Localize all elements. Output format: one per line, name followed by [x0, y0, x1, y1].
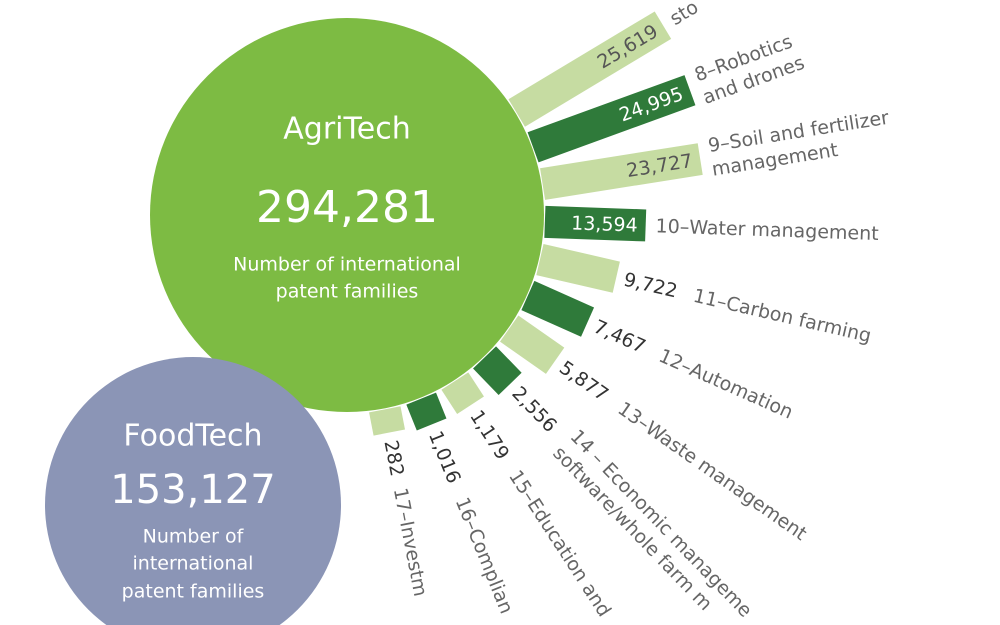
value-label: 13,594	[571, 212, 638, 236]
value-label: 282	[380, 438, 409, 478]
category-label: 11–Carbon farming	[691, 285, 873, 347]
bar	[473, 346, 522, 396]
category-label: 17–Investm	[389, 486, 432, 598]
bar	[508, 11, 672, 127]
hub-caption: patent families	[122, 581, 265, 603]
bar	[406, 392, 447, 431]
value-label: 7,467	[590, 316, 649, 358]
value-label: 5,877	[555, 357, 612, 406]
bar	[527, 75, 696, 163]
hub-circle	[45, 357, 341, 625]
value-label: 2,556	[507, 382, 561, 436]
hub-value: 294,281	[256, 182, 438, 233]
category-label: 12–Automation	[655, 345, 796, 424]
bar	[441, 372, 484, 414]
value-label: 1,016	[424, 428, 465, 487]
bar	[536, 243, 620, 293]
hub-caption: international	[133, 553, 254, 575]
category-label: sto	[666, 0, 702, 30]
hub-caption: Number of international	[233, 254, 461, 276]
hub-caption: Number of	[143, 526, 245, 548]
bar	[500, 315, 565, 374]
hub-title: AgriTech	[283, 112, 410, 147]
bar	[521, 280, 595, 337]
hub-title: FoodTech	[123, 419, 262, 454]
bar	[369, 406, 405, 436]
hub-circle	[150, 18, 544, 412]
bar	[544, 205, 647, 242]
category-label: 16–Complian	[451, 494, 518, 617]
bar	[540, 143, 703, 200]
hub-value: 153,127	[110, 467, 275, 513]
hub-caption: patent families	[276, 281, 419, 303]
category-label: 10–Water management	[655, 215, 879, 245]
value-label: 9,722	[622, 269, 680, 303]
value-label: 1,179	[465, 406, 513, 464]
